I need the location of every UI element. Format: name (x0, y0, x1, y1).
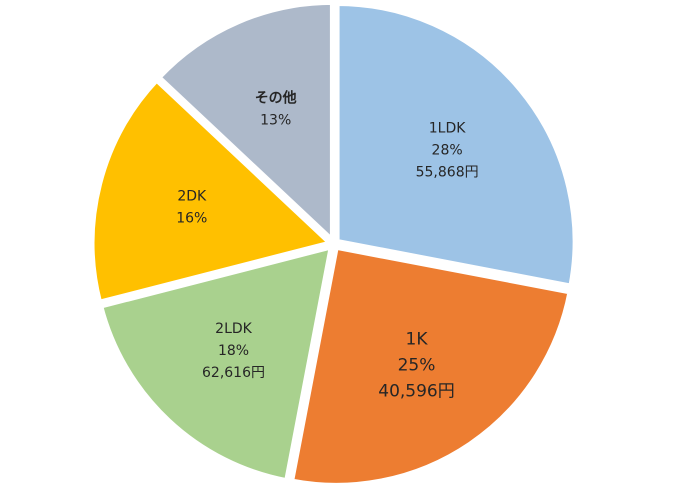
slice-amount-label: 40,596円 (378, 381, 454, 401)
slice-percent-label: 13% (260, 112, 291, 128)
pie-slice (288, 244, 573, 488)
slice-category-label: 2LDK (215, 321, 252, 337)
slice-category-label: 1LDK (429, 120, 466, 136)
slice-amount-label: 55,868円 (416, 164, 479, 180)
slice-category-label: その他 (255, 89, 297, 106)
slice-percent-label: 25% (398, 355, 436, 375)
pie-slice (155, 0, 335, 247)
slice-percent-label: 18% (218, 343, 249, 359)
slice-category-label: 2DK (177, 188, 207, 204)
pie-slice (97, 243, 335, 484)
slice-percent-label: 16% (176, 210, 207, 226)
slice-category-label: 1K (406, 329, 429, 349)
slice-amount-label: 62,616円 (202, 365, 265, 381)
pie-slice (334, 0, 578, 289)
pie-slice (89, 76, 336, 306)
slice-percent-label: 28% (432, 142, 463, 158)
